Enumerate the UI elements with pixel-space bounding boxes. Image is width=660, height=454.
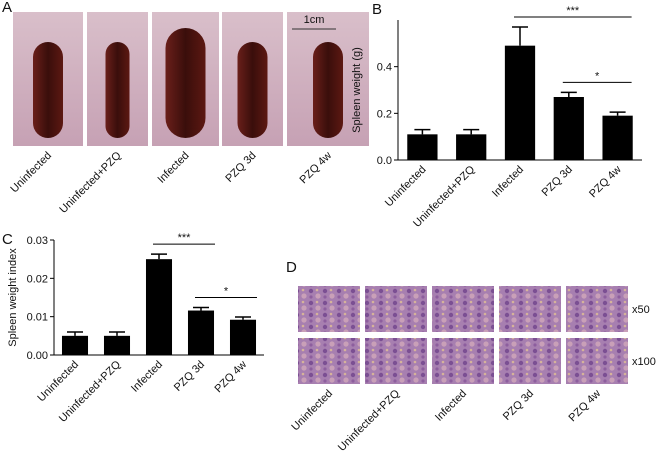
x-tick-label: PZQ 4w: [587, 164, 624, 201]
bar: [187, 310, 215, 355]
spleen: [165, 28, 206, 138]
x-tick-label: Uninfected: [35, 359, 81, 405]
spleen: [105, 42, 130, 138]
spleen: [313, 42, 343, 138]
micrograph: [432, 338, 494, 384]
error-bar: [151, 253, 167, 260]
y-axis-label: Spleen weight index: [7, 248, 19, 347]
x-tick-label: PZQ 3d: [501, 388, 536, 423]
x-tick-label: PZQ 4w: [567, 388, 604, 425]
y-tick-label: 0.0: [377, 155, 392, 167]
y-axis-label: Spleen weight (g): [351, 47, 363, 133]
y-tick-label: 0.2: [377, 108, 392, 120]
micrograph: [499, 338, 561, 384]
error-bar: [235, 316, 251, 320]
error-bar: [67, 331, 83, 336]
bar: [553, 97, 584, 160]
x-tick-label: PZQ 3d: [172, 359, 207, 394]
bar: [602, 115, 633, 160]
scale-bar-label: 1cm: [304, 14, 325, 26]
x-tick-label: Uninfected: [289, 388, 335, 434]
bar: [61, 335, 89, 355]
x-tick-label: Infected: [433, 388, 469, 424]
x-tick-label: Uninfected: [8, 150, 54, 196]
significance-label: ***: [566, 5, 580, 17]
significance-label: *: [595, 70, 600, 82]
y-tick-label: 0.02: [27, 273, 48, 285]
significance-label: ***: [178, 232, 192, 244]
error-bar: [463, 128, 480, 135]
significance-label: *: [224, 285, 229, 297]
spleen: [237, 42, 268, 138]
spleen: [33, 42, 63, 138]
micrograph: [365, 286, 427, 332]
bar: [407, 134, 438, 160]
micrograph: [298, 286, 360, 332]
x-tick-label: Infected: [155, 150, 191, 186]
bar: [145, 259, 173, 355]
y-tick-label: 0.03: [27, 235, 48, 247]
panel-label: B: [372, 1, 382, 18]
micrograph: [566, 286, 628, 332]
x-tick-label: Infected: [490, 164, 526, 200]
error-bar: [609, 111, 626, 116]
micrograph: [566, 338, 628, 384]
bar: [504, 45, 536, 160]
x-tick-label: Infected: [129, 359, 165, 395]
error-bar: [193, 306, 209, 311]
magnification-label: x100: [632, 356, 656, 368]
y-tick-label: 0.4: [377, 62, 392, 74]
error-bar: [512, 26, 528, 46]
bar: [456, 134, 487, 160]
x-tick-label: Uninfected+PZQ: [336, 387, 403, 454]
bar: [229, 319, 257, 355]
micrograph: [298, 338, 360, 384]
error-bar: [414, 128, 431, 135]
panel-label: D: [286, 259, 297, 276]
bar: [103, 335, 131, 355]
error-bar: [560, 91, 577, 97]
x-tick-label: PZQ 4w: [298, 150, 335, 187]
panel-label: A: [2, 0, 12, 16]
panel-label: C: [2, 231, 13, 248]
x-tick-label: PZQ 3d: [223, 150, 258, 185]
y-tick-label: 0.00: [27, 350, 48, 362]
magnification-label: x50: [632, 304, 650, 316]
y-tick-label: 0.01: [27, 312, 48, 324]
micrograph: [432, 286, 494, 332]
x-tick-label: Uninfected+PZQ: [57, 149, 124, 216]
micrograph: [365, 338, 427, 384]
x-tick-label: PZQ 3d: [540, 164, 575, 199]
micrograph: [499, 286, 561, 332]
error-bar: [109, 331, 125, 336]
x-tick-label: Uninfected: [383, 164, 429, 210]
x-tick-label: PZQ 4w: [213, 359, 250, 396]
